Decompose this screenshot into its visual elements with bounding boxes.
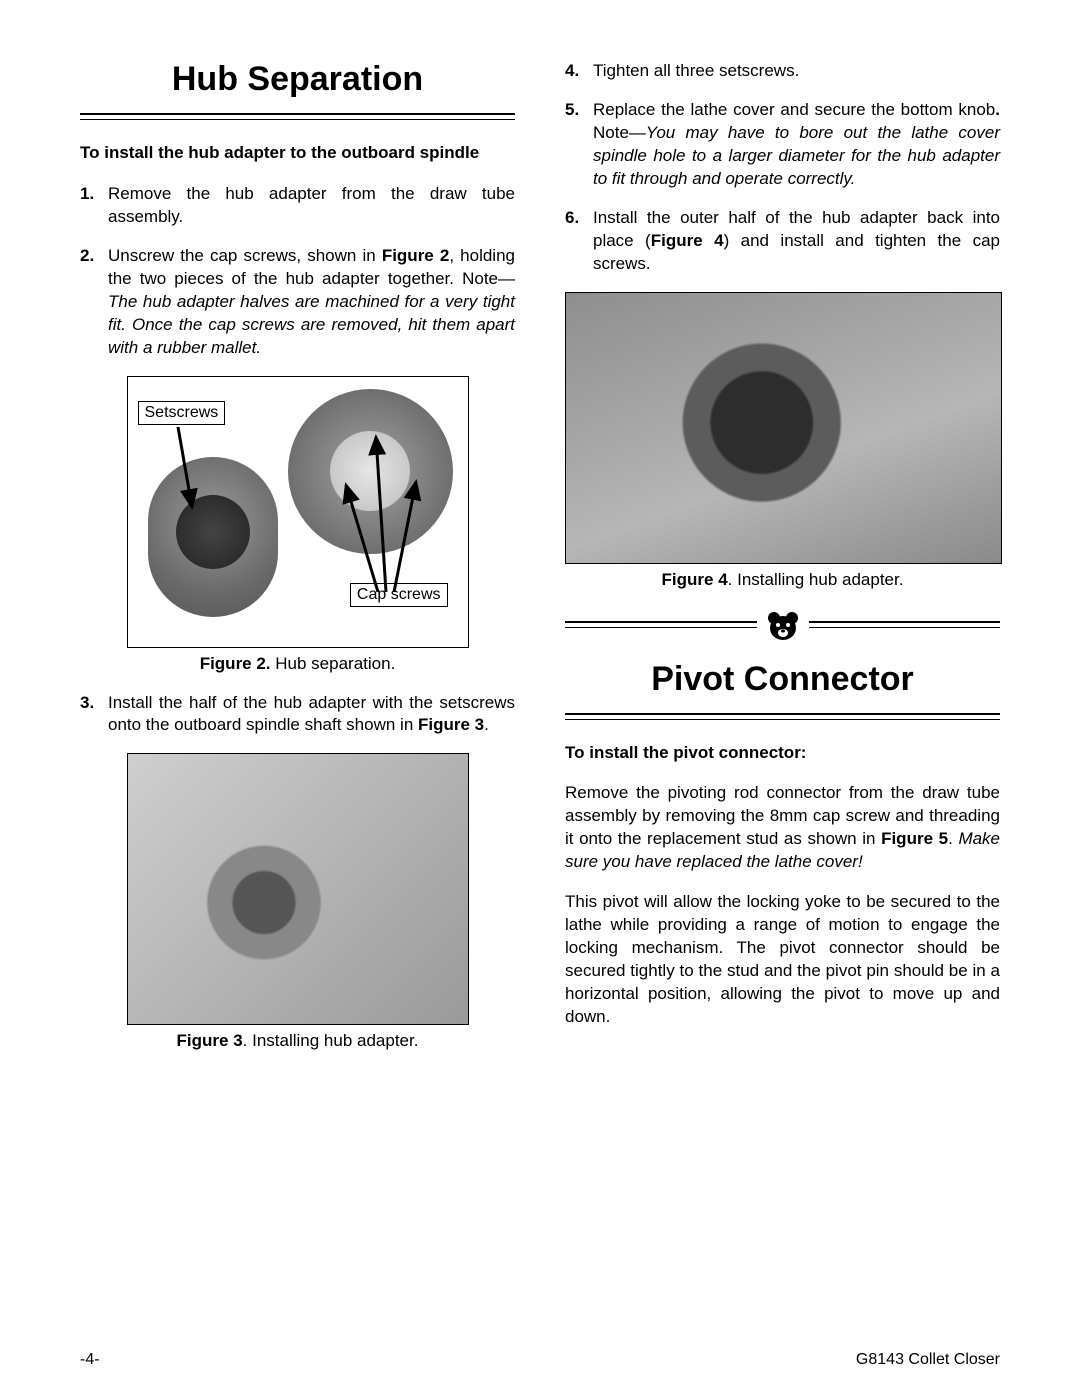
two-column-layout: Hub Separation To install the hub adapte… [80,60,1000,1069]
figure-ref: Figure 5 [881,829,948,848]
figure-2-caption: Figure 2. Hub separation. [80,654,515,674]
rule-divider [565,713,1000,720]
steps-list-right: 4. Tighten all three setscrews. 5. Repla… [565,60,1000,276]
footer-page-number: -4- [80,1351,100,1369]
right-column: 4. Tighten all three setscrews. 5. Repla… [565,60,1000,1069]
steps-list-left-cont: 3. Install the half of the hub adapter w… [80,692,515,738]
figure-2-box: Setscrews Cap screws [127,376,469,648]
page-footer: -4- G8143 Collet Closer [80,1351,1000,1369]
step-body: Replace the lathe cover and secure the b… [593,99,1000,191]
step-number: 5. [565,99,593,191]
step-4: 4. Tighten all three setscrews. [565,60,1000,83]
footer-doc-title: G8143 Collet Closer [856,1351,1000,1369]
figure-3-image [128,754,468,1024]
figure-3-box [127,753,469,1025]
step-3: 3. Install the half of the hub adapter w… [80,692,515,738]
figure-ref: Figure 4 [651,231,724,250]
text-bold: . [995,100,1000,119]
figure-2-image: Setscrews Cap screws [128,377,468,647]
page: Hub Separation To install the hub adapte… [0,0,1080,1397]
figure-ref: Figure 2 [382,246,450,265]
caption-bold: Figure 3 [177,1031,243,1050]
ornament-divider [565,608,1000,642]
figure-ref: Figure 3 [418,715,484,734]
step-body: Tighten all three setscrews. [593,60,1000,83]
step-2: 2. Unscrew the cap screws, shown in Figu… [80,245,515,360]
rule-right [809,621,1001,628]
caption-text: . Installing hub adapter. [243,1031,419,1050]
subheading-install-hub: To install the hub adapter to the outboa… [80,142,515,165]
steps-list-left: 1. Remove the hub adapter from the draw … [80,183,515,360]
step-body: Unscrew the cap screws, shown in Figure … [108,245,515,360]
rule-divider [80,113,515,120]
caption-bold: Figure 2. [200,654,271,673]
caption-text: . Installing hub adapter. [728,570,904,589]
step-1: 1. Remove the hub adapter from the draw … [80,183,515,229]
pivot-paragraph-2: This pivot will allow the locking yoke t… [565,891,1000,1029]
step-number: 1. [80,183,108,229]
text: . [484,715,489,734]
section-title-pivot-connector: Pivot Connector [565,660,1000,699]
step-number: 3. [80,692,108,738]
caption-text: Hub separation. [271,654,396,673]
left-column: Hub Separation To install the hub adapte… [80,60,515,1069]
note-italic: You may have to bore out the lathe cover… [593,123,1000,188]
text: . [948,829,958,848]
arrows-overlay [128,377,468,647]
step-number: 4. [565,60,593,83]
step-number: 6. [565,207,593,276]
bear-icon [763,608,803,642]
caption-bold: Figure 4 [662,570,728,589]
section-title-hub-separation: Hub Separation [80,60,515,99]
step-body: Remove the hub adapter from the draw tub… [108,183,515,229]
figure-4-caption: Figure 4. Installing hub adapter. [565,570,1000,590]
step-6: 6. Install the outer half of the hub ada… [565,207,1000,276]
subheading-install-pivot: To install the pivot connector: [565,742,1000,765]
figure-4-image [566,293,1001,563]
text: Note— [593,123,646,142]
step-body: Install the outer half of the hub adapte… [593,207,1000,276]
figure-4-box [565,292,1002,564]
figure-3-caption: Figure 3. Installing hub adapter. [80,1031,515,1051]
rule-left [565,621,757,628]
step-body: Install the half of the hub adapter with… [108,692,515,738]
step-number: 2. [80,245,108,360]
text: Unscrew the cap screws, shown in [108,246,382,265]
pivot-paragraph-1: Remove the pivoting rod connector from t… [565,782,1000,874]
text: Replace the lathe cover and secure the b… [593,100,995,119]
note-italic: The hub adapter halves are machined for … [108,292,515,357]
step-5: 5. Replace the lathe cover and secure th… [565,99,1000,191]
